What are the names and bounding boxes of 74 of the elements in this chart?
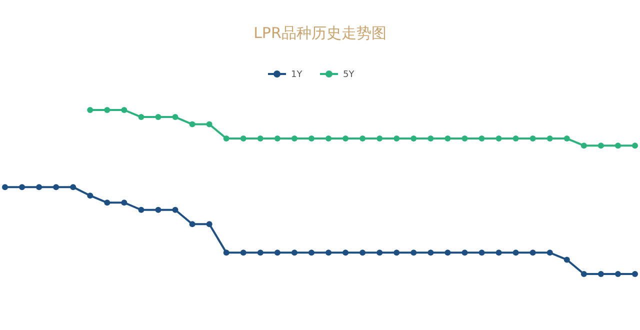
point [546, 250, 553, 256]
point [444, 250, 451, 256]
point [512, 136, 519, 142]
point [546, 136, 553, 142]
point [138, 114, 144, 120]
point [394, 250, 400, 256]
point [342, 136, 349, 142]
point [138, 206, 144, 213]
point [614, 142, 621, 149]
point [19, 184, 26, 190]
point [478, 136, 485, 142]
point [155, 206, 162, 213]
point [376, 250, 383, 256]
point [512, 250, 519, 256]
chart-title: LPR品种历史走势图 [254, 24, 386, 42]
point [53, 184, 60, 190]
point [410, 136, 417, 142]
point [410, 250, 417, 256]
point [376, 136, 383, 142]
point [291, 250, 298, 256]
point [189, 121, 196, 128]
point [223, 250, 230, 256]
point [104, 107, 110, 113]
point [104, 200, 110, 206]
point [326, 136, 332, 142]
point [580, 271, 587, 277]
point [257, 136, 264, 142]
point [240, 136, 246, 142]
point [462, 250, 468, 256]
point [598, 142, 604, 149]
legend-label: 5Y [343, 70, 355, 80]
point [172, 114, 178, 120]
point [308, 250, 314, 256]
point [564, 256, 570, 263]
point [206, 221, 212, 228]
point [428, 250, 434, 256]
point [206, 121, 212, 128]
point [496, 250, 502, 256]
point [598, 271, 604, 277]
point [614, 271, 621, 277]
point [632, 271, 638, 277]
point [564, 136, 570, 142]
point [70, 184, 76, 190]
point [428, 136, 434, 142]
point [172, 206, 178, 213]
point [444, 136, 451, 142]
point [36, 184, 42, 190]
point [121, 200, 128, 206]
point [308, 136, 314, 142]
point [478, 250, 485, 256]
point [274, 136, 280, 142]
point [121, 107, 128, 113]
point [530, 250, 536, 256]
point [223, 136, 230, 142]
point [530, 136, 536, 142]
point [496, 136, 502, 142]
point [360, 250, 366, 256]
point [257, 250, 264, 256]
point [2, 184, 8, 190]
point [580, 142, 587, 149]
point [291, 136, 298, 142]
point [360, 136, 366, 142]
point [342, 250, 349, 256]
point [326, 250, 332, 256]
point [155, 114, 162, 120]
point [274, 250, 280, 256]
point [394, 136, 400, 142]
point [87, 107, 94, 113]
point [462, 136, 468, 142]
legend-label: 1Y [291, 70, 303, 80]
point [240, 250, 246, 256]
point [87, 192, 94, 199]
point [189, 221, 196, 228]
point [632, 142, 638, 149]
